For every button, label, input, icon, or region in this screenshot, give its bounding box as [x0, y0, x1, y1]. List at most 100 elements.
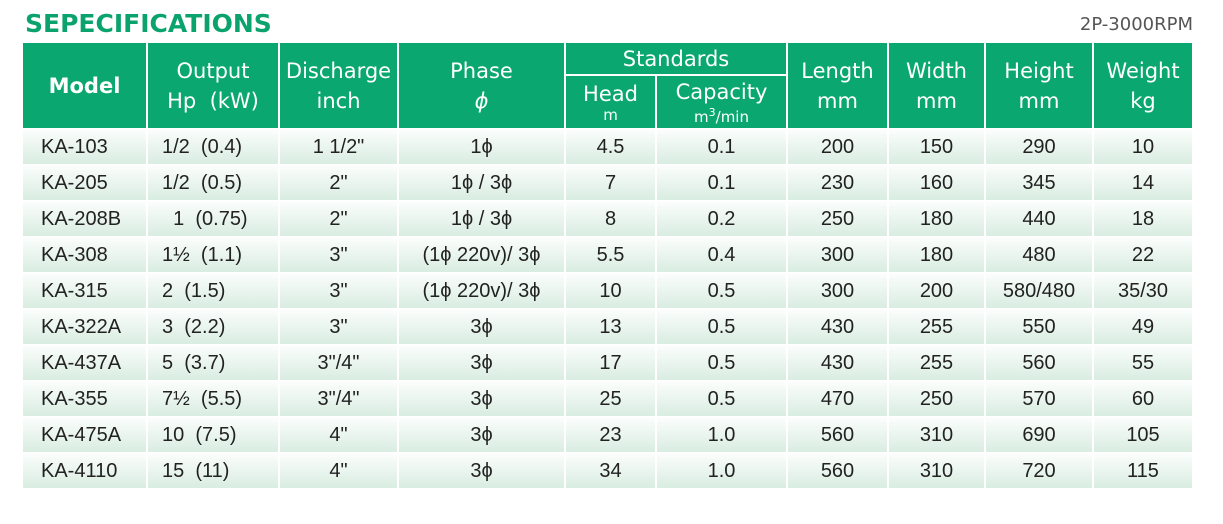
table-row: KA-103 1/2 (0.4) 1 1/2" 1ϕ 4.5 0.1 200 150 290 10 [23, 130, 1192, 166]
cell-phase: 3ϕ [399, 382, 564, 418]
header-capacity: Capacity m3/min [657, 76, 786, 130]
cell-length: 560 [788, 418, 887, 454]
cell-height: 550 [986, 310, 1092, 346]
cell-height: 570 [986, 382, 1092, 418]
cell-head: 10 [566, 274, 655, 310]
cell-capacity: 0.2 [657, 202, 786, 238]
cell-model: KA-308 [23, 238, 146, 274]
cell-output: 7½ (5.5) [148, 382, 278, 418]
cell-phase: (1ϕ 220v)/ 3ϕ [399, 274, 564, 310]
cell-weight: 60 [1094, 382, 1192, 418]
cell-phase: 1ϕ [399, 130, 564, 166]
cell-weight: 35/30 [1094, 274, 1192, 310]
cell-model: KA-475A [23, 418, 146, 454]
cell-phase: 1ϕ / 3ϕ [399, 166, 564, 202]
cell-width: 200 [889, 274, 984, 310]
cell-head: 8 [566, 202, 655, 238]
cell-discharge: 3" [280, 238, 397, 274]
cell-length: 200 [788, 130, 887, 166]
cell-capacity: 0.5 [657, 346, 786, 382]
cell-capacity: 1.0 [657, 418, 786, 454]
cell-weight: 14 [1094, 166, 1192, 202]
cell-discharge: 1 1/2" [280, 130, 397, 166]
cell-length: 230 [788, 166, 887, 202]
cell-output: 1/2 (0.4) [148, 130, 278, 166]
cell-head: 4.5 [566, 130, 655, 166]
table-row: KA-205 1/2 (0.5) 2" 1ϕ / 3ϕ 7 0.1 230 160 345 14 [23, 166, 1192, 202]
page-title: SEPECIFICATIONS [25, 9, 272, 38]
header-width: Width mm [889, 43, 984, 130]
cell-width: 310 [889, 418, 984, 454]
cell-output: 10 (7.5) [148, 418, 278, 454]
cell-weight: 105 [1094, 418, 1192, 454]
header-model: Model [23, 43, 146, 130]
cell-output: 5 (3.7) [148, 346, 278, 382]
cell-length: 250 [788, 202, 887, 238]
cell-model: KA-355 [23, 382, 146, 418]
cell-discharge: 4" [280, 418, 397, 454]
header-standards: Standards [566, 43, 786, 76]
cell-width: 180 [889, 238, 984, 274]
cell-discharge: 3"/4" [280, 346, 397, 382]
cell-width: 255 [889, 346, 984, 382]
table-row: KA-315 2 (1.5) 3" (1ϕ 220v)/ 3ϕ 10 0.5 300 200 5… [23, 274, 1192, 310]
cell-length: 470 [788, 382, 887, 418]
table-row: KA-437A 5 (3.7) 3"/4" 3ϕ 17 0.5 430 255 560 55 [23, 346, 1192, 382]
cell-model: KA-103 [23, 130, 146, 166]
cell-model: KA-437A [23, 346, 146, 382]
cell-capacity: 0.4 [657, 238, 786, 274]
cell-weight: 115 [1094, 454, 1192, 490]
cell-length: 560 [788, 454, 887, 490]
cell-capacity: 0.5 [657, 310, 786, 346]
cell-capacity: 0.5 [657, 274, 786, 310]
cell-capacity: 1.0 [657, 454, 786, 490]
cell-output: 1½ (1.1) [148, 238, 278, 274]
spec-table: Model Output Hp (kW) Discharge inch Phase ϕ… [21, 43, 1194, 490]
cell-width: 180 [889, 202, 984, 238]
table-row: KA-4110 15 (11) 4" 3ϕ 34 1.0 560 310 720 115 [23, 454, 1192, 490]
cell-width: 255 [889, 310, 984, 346]
cell-head: 5.5 [566, 238, 655, 274]
cell-width: 310 [889, 454, 984, 490]
header-head: Head m [566, 76, 655, 130]
cell-model: KA-315 [23, 274, 146, 310]
cell-discharge: 2" [280, 166, 397, 202]
cell-length: 430 [788, 310, 887, 346]
cell-head: 13 [566, 310, 655, 346]
cell-height: 580/480 [986, 274, 1092, 310]
cell-weight: 49 [1094, 310, 1192, 346]
speed-label: 2P-3000RPM [1079, 14, 1193, 35]
cell-discharge: 4" [280, 454, 397, 490]
cell-height: 290 [986, 130, 1092, 166]
cell-phase: (1ϕ 220v)/ 3ϕ [399, 238, 564, 274]
cell-width: 250 [889, 382, 984, 418]
header-output: Output Hp (kW) [148, 43, 278, 130]
cell-head: 23 [566, 418, 655, 454]
cell-capacity: 0.1 [657, 166, 786, 202]
cell-height: 440 [986, 202, 1092, 238]
cell-phase: 3ϕ [399, 454, 564, 490]
cell-phase: 1ϕ / 3ϕ [399, 202, 564, 238]
cell-height: 690 [986, 418, 1092, 454]
cell-weight: 55 [1094, 346, 1192, 382]
cell-output: 2 (1.5) [148, 274, 278, 310]
cell-model: KA-208B [23, 202, 146, 238]
cell-height: 720 [986, 454, 1092, 490]
cell-phase: 3ϕ [399, 418, 564, 454]
cell-discharge: 2" [280, 202, 397, 238]
header-phase: Phase ϕ [399, 43, 564, 130]
cell-length: 300 [788, 274, 887, 310]
cell-discharge: 3" [280, 274, 397, 310]
table-row: KA-208B 1 (0.75) 2" 1ϕ / 3ϕ 8 0.2 250 180 440 18 [23, 202, 1192, 238]
cell-weight: 18 [1094, 202, 1192, 238]
cell-width: 150 [889, 130, 984, 166]
cell-output: 1/2 (0.5) [148, 166, 278, 202]
cell-weight: 10 [1094, 130, 1192, 166]
header-discharge: Discharge inch [280, 43, 397, 130]
header-height: Height mm [986, 43, 1092, 130]
cell-head: 25 [566, 382, 655, 418]
cell-phase: 3ϕ [399, 346, 564, 382]
cell-capacity: 0.1 [657, 130, 786, 166]
cell-model: KA-322A [23, 310, 146, 346]
cell-head: 34 [566, 454, 655, 490]
